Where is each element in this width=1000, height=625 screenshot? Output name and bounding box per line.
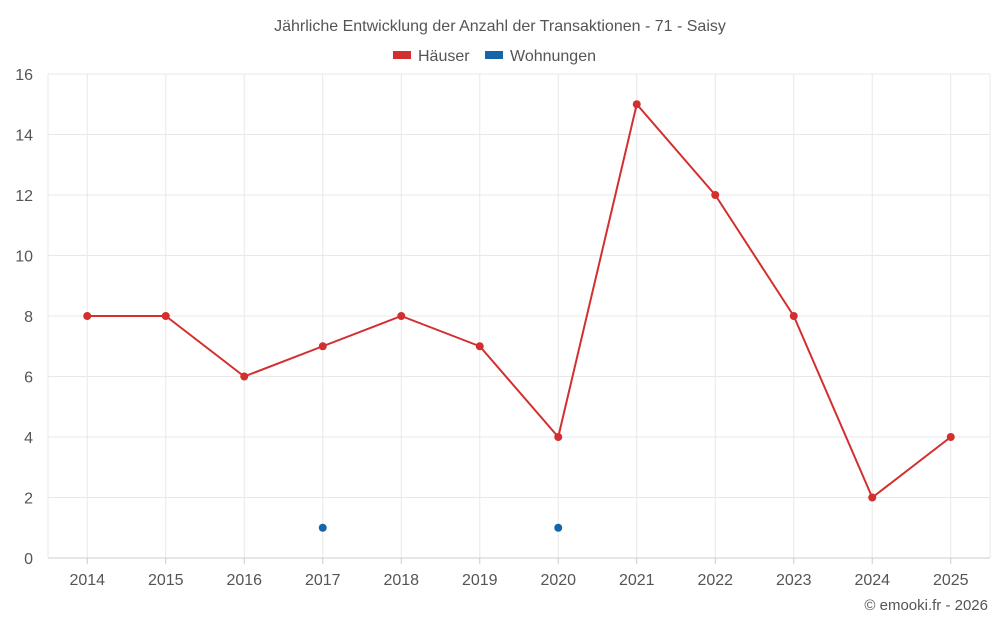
x-tick-label: 2024 (854, 572, 890, 589)
data-point[interactable] (240, 372, 249, 381)
data-point[interactable] (318, 342, 327, 351)
data-point[interactable] (554, 433, 563, 441)
legend-item-houses[interactable]: Häuser (393, 48, 470, 65)
y-tick-label: 14 (15, 128, 33, 145)
x-tick-label: 2025 (933, 572, 969, 589)
legend-item-apartments[interactable]: Wohnungen (485, 48, 596, 65)
x-tick-label: 2015 (148, 572, 184, 589)
series-layer (83, 100, 955, 532)
legend-swatch-apartments (485, 51, 503, 59)
data-point[interactable] (868, 493, 877, 502)
credit-text: © emooki.fr - 2026 (864, 597, 988, 614)
y-tick-label: 4 (24, 430, 33, 447)
x-tick-label: 2017 (305, 572, 341, 589)
x-tick-label: 2016 (226, 572, 262, 589)
data-point[interactable] (946, 433, 955, 441)
y-tick-label: 6 (24, 370, 33, 387)
data-point[interactable] (632, 100, 641, 109)
y-tick-label: 8 (24, 309, 33, 326)
chart-title: Jährliche Entwicklung der Anzahl der Tra… (274, 18, 726, 35)
y-tick-label: 16 (15, 67, 33, 84)
data-point[interactable] (397, 312, 406, 320)
x-tick-label: 2014 (69, 572, 105, 589)
y-tick-label: 2 (24, 491, 33, 508)
grid (48, 73, 990, 558)
data-point[interactable] (554, 523, 563, 532)
data-point[interactable] (711, 191, 720, 199)
series-line (87, 103, 952, 499)
x-tick-label: 2018 (383, 572, 419, 589)
series-apartments (318, 523, 563, 532)
x-tick-label: 2020 (540, 572, 576, 589)
data-point[interactable] (475, 342, 484, 351)
legend: Häuser Wohnungen (393, 48, 596, 65)
legend-label-houses: Häuser (418, 48, 470, 65)
axes: 0 2 4 6 8 10 12 14 16 2014 2015 2016 2017 2018 2019 202… (15, 67, 991, 589)
x-tick-label: 2022 (697, 572, 733, 589)
x-tick-label: 2021 (619, 572, 655, 589)
legend-label-apartments: Wohnungen (510, 48, 596, 65)
y-tick-label: 0 (24, 551, 33, 568)
y-tick-label: 12 (15, 188, 33, 205)
legend-swatch-houses (393, 51, 411, 59)
data-point[interactable] (161, 312, 170, 320)
x-tick-label: 2023 (776, 572, 812, 589)
data-point[interactable] (318, 523, 327, 532)
data-point[interactable] (83, 312, 92, 320)
data-point[interactable] (789, 312, 798, 320)
series-houses (83, 100, 955, 502)
x-tick-label: 2019 (462, 572, 498, 589)
y-tick-label: 10 (15, 249, 33, 266)
